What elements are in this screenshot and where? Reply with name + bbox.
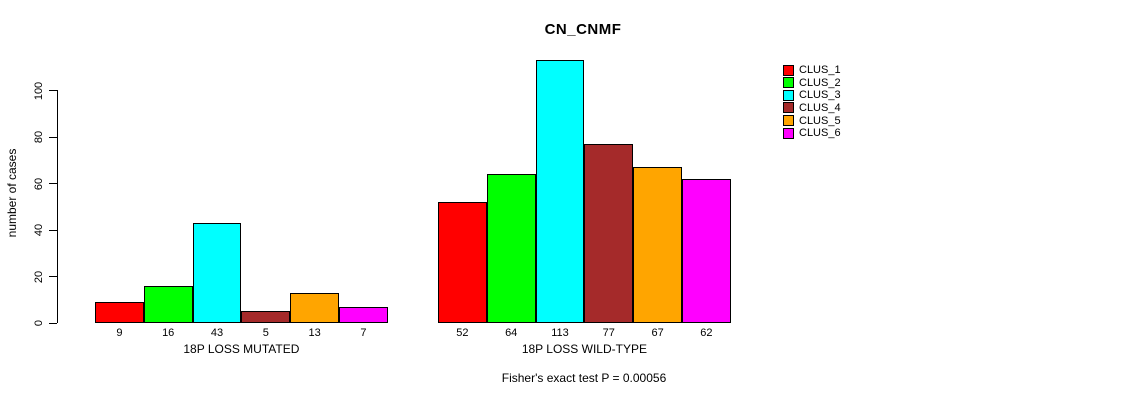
y-tick [49, 136, 57, 138]
bar-value-label: 5 [262, 327, 269, 339]
bar-clus_1-group1 [95, 302, 144, 323]
legend-item-clus_2: CLUS_2 [783, 77, 841, 89]
bar-value-label: 64 [505, 327, 518, 339]
bar-value-label: 13 [308, 327, 321, 339]
legend-color-swatch [783, 77, 794, 89]
legend-color-swatch [783, 127, 794, 139]
legend-item-clus_5: CLUS_5 [783, 115, 841, 127]
legend-item-clus_4: CLUS_4 [783, 102, 841, 114]
bar-clus_5-group1 [290, 292, 339, 323]
legend-item-label: CLUS_1 [799, 64, 841, 76]
x-group-label: 18P LOSS WILD-TYPE [521, 342, 647, 356]
bar-clus_4-group2 [584, 143, 634, 323]
bar-value-label: 16 [162, 327, 175, 339]
bar-value-label: 77 [602, 327, 615, 339]
bar-value-label: 113 [551, 327, 569, 339]
legend-item-label: CLUS_4 [799, 101, 841, 114]
bar-value-label: 67 [651, 327, 664, 339]
legend-color-swatch [783, 64, 794, 76]
bar-clus_4-group1 [241, 311, 291, 323]
bar-clus_6-group1 [339, 306, 388, 323]
x-group-label: 18P LOSS MUTATED [183, 342, 300, 356]
y-tick-label: 100 [33, 81, 45, 100]
y-tick [49, 322, 57, 324]
y-tick [49, 183, 57, 184]
y-axis-label: number of cases [5, 148, 19, 238]
bar-clus_6-group2 [682, 178, 731, 323]
y-tick-label: 20 [33, 270, 45, 283]
bar-clus_5-group2 [633, 167, 682, 323]
bar-clus_3-group2 [535, 60, 585, 323]
legend-item-label: CLUS_5 [799, 114, 841, 127]
legend-color-swatch [783, 115, 794, 127]
bar-clus_2-group1 [143, 285, 193, 323]
bar-clus_1-group2 [438, 202, 487, 323]
legend-item-clus_3: CLUS_3 [783, 89, 841, 101]
legend-item-clus_1: CLUS_1 [783, 64, 841, 76]
footnote: Fisher's exact test P = 0.00056 [501, 371, 667, 385]
bar-clus_2-group2 [486, 174, 536, 323]
legend-item-clus_6: CLUS_6 [783, 127, 841, 139]
bar-value-label: 9 [116, 327, 123, 339]
y-tick [49, 276, 57, 277]
bar-value-label: 43 [210, 327, 224, 339]
legend-item-label: CLUS_2 [799, 76, 841, 89]
bar-value-label: 52 [456, 327, 469, 339]
y-tick-label: 0 [33, 319, 45, 327]
y-tick-label: 80 [33, 130, 45, 144]
bar-value-label: 7 [360, 327, 367, 339]
bar-clus_3-group1 [192, 223, 242, 323]
y-tick [49, 229, 57, 231]
y-tick-label: 40 [33, 223, 45, 237]
legend-color-swatch [783, 89, 794, 101]
y-tick-label: 60 [33, 177, 45, 190]
legend-item-label: CLUS_6 [799, 127, 841, 140]
legend-color-swatch [783, 102, 794, 114]
y-axis-line [57, 90, 58, 323]
y-tick [49, 90, 57, 91]
chart-title: CN_CNMF [544, 21, 622, 38]
legend-item-label: CLUS_3 [799, 89, 841, 102]
bar-value-label: 62 [700, 327, 713, 339]
